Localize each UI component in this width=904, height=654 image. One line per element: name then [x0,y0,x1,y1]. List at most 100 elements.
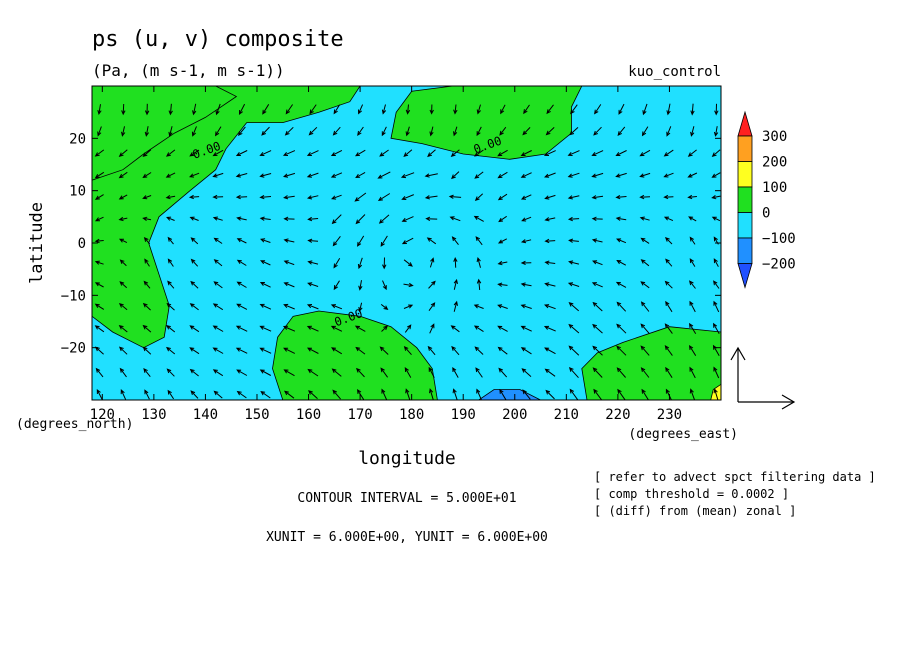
wind-vector-176 [429,257,435,268]
wind-vector-350 [713,126,719,137]
wind-vector-17 [499,388,507,400]
wind-vector-250 [259,194,272,200]
wind-vector-342 [522,127,531,136]
wind-vector-354 [168,103,173,116]
wind-vector-286 [474,171,484,179]
wind-vector-46 [544,368,556,377]
wind-vector-185 [640,259,650,267]
wind-vector-100 [543,325,556,332]
wind-vector-324 [97,126,102,137]
wind-vector-145 [333,280,340,291]
wind-vector-373 [618,103,625,115]
wind-vector-179 [497,260,508,266]
wind-vector-336 [381,126,387,137]
wind-vector-273 [165,172,176,178]
wind-vector-363 [381,104,387,115]
wind-vector-318 [591,150,604,156]
wind-vector-284 [424,173,438,178]
colorbar-swatch-4 [737,212,753,239]
wind-vector-18 [522,389,531,400]
wind-vector-44 [498,367,508,378]
wind-vector-105 [664,323,673,334]
color-legend: 300 200 100 0 −100 −200 [737,110,796,289]
wind-vector-2 [144,389,150,400]
wind-vector-49 [616,367,626,378]
wind-vector-199 [332,235,341,247]
wind-vector-45 [521,368,532,377]
wind-vector-169 [260,260,271,266]
wind-vector-334 [332,126,341,136]
wind-vector-154 [544,282,556,287]
wind-vector-247 [188,194,200,200]
wind-vector-123 [453,300,458,312]
wind-vector-180 [520,260,532,266]
wind-vector-258 [448,194,462,199]
reference-vector [730,346,796,410]
wind-vector-312 [450,149,460,157]
wind-vector-33 [236,369,248,376]
x-tick-label-190: 190 [451,407,476,423]
wind-vector-111 [166,302,175,311]
wind-vector-326 [144,126,150,137]
wind-vector-229 [401,216,414,222]
wind-vector-272 [142,172,152,179]
wind-vector-205 [475,236,483,246]
y-tick-label--10: −10 [61,288,86,304]
wind-vector-319 [615,150,627,156]
note-line-1: [ refer to advect spct filtering data ] [594,470,876,484]
wind-vector-0 [96,388,103,400]
wind-vector-220 [189,216,199,221]
wind-vector-128 [568,302,580,312]
colorbar-level-label-0: 300 [762,129,787,145]
wind-vector-279 [306,172,319,178]
wind-vector-76 [616,345,627,356]
wind-vector-124 [473,304,484,309]
wind-vector-345 [593,126,602,136]
wind-vector-316 [543,150,556,156]
wind-vector-4 [190,390,199,399]
wind-vector-184 [616,259,627,266]
wind-vector-352 [121,103,126,116]
wind-vector-262 [544,194,556,200]
wind-vector-160 [688,280,696,289]
wind-vector-344 [569,127,579,136]
wind-vector-322 [687,149,697,157]
wind-vector-51 [665,366,673,378]
wind-vector-333 [308,126,318,136]
wind-vector-85 [189,325,200,333]
wind-vector-112 [189,303,199,311]
y-unit-label: (degrees_north) [16,417,133,432]
wind-vector-261 [520,194,532,200]
wind-vector-183 [592,260,603,266]
wind-vector-343 [545,127,555,136]
wind-vector-254 [354,192,367,202]
wind-vector-228 [378,214,390,224]
axis-ticks: 120 130 140 150 160 170 180 190 200 210 220 230−20−… [61,86,721,423]
wind-vector-47 [568,367,579,379]
wind-vector-27 [95,367,104,378]
colorbar-level-label-4: −100 [762,231,796,247]
wind-vector-361 [333,104,341,115]
wind-vector-94 [404,324,412,333]
x-axis-title: longitude [358,448,456,469]
wind-vector-102 [592,323,603,334]
wind-vector-314 [497,149,508,157]
wind-vector-288 [520,172,532,178]
wind-vector-264 [591,195,604,200]
wind-vector-311 [427,149,436,158]
wind-vector-151 [476,278,482,291]
wind-vector-372 [594,104,602,115]
wind-vector-79 [689,344,697,356]
wind-vector-267 [663,194,674,200]
x-tick-label-140: 140 [193,407,218,423]
wind-vector-48 [592,367,603,378]
wind-vector-69 [451,345,460,356]
colorbar-top-triangle [737,110,753,137]
colorbar-swatch-2 [737,161,753,188]
wind-vector-216 [94,216,104,222]
wind-vector-34 [259,369,272,376]
wind-vector-178 [476,257,481,268]
wind-vector-308 [355,149,366,157]
wind-vector-113 [212,303,224,311]
wind-vector-1 [120,389,127,400]
